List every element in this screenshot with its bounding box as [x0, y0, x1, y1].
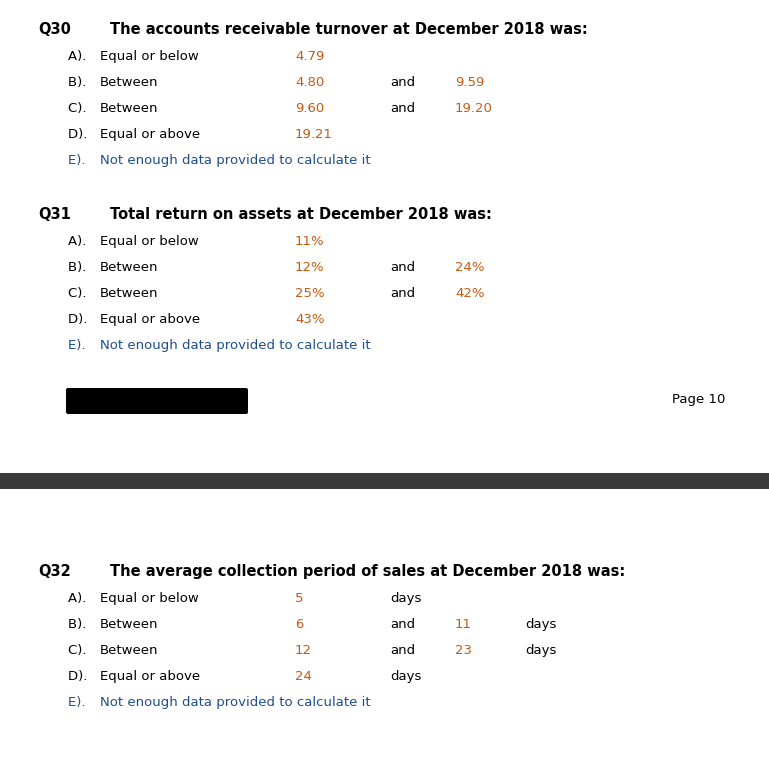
Text: A).: A).: [68, 50, 91, 63]
Text: C).: C).: [68, 102, 91, 115]
Text: B).: B).: [68, 261, 91, 274]
Text: Q30: Q30: [38, 22, 71, 37]
Text: 25%: 25%: [295, 287, 325, 300]
Text: 9.59: 9.59: [455, 76, 484, 89]
Text: Between: Between: [100, 618, 158, 631]
Text: 12: 12: [295, 644, 312, 657]
Text: days: days: [525, 644, 557, 657]
Text: Equal or above: Equal or above: [100, 670, 200, 683]
Text: 6: 6: [295, 618, 304, 631]
Text: 4.79: 4.79: [295, 50, 325, 63]
Text: 19.21: 19.21: [295, 128, 333, 141]
Text: D).: D).: [68, 128, 92, 141]
Text: Not enough data provided to calculate it: Not enough data provided to calculate it: [100, 696, 371, 709]
Text: D).: D).: [68, 670, 92, 683]
Text: 24%: 24%: [455, 261, 484, 274]
Text: Q31: Q31: [38, 207, 71, 222]
Text: Equal or above: Equal or above: [100, 313, 200, 326]
Text: E).: E).: [68, 696, 90, 709]
Text: A).: A).: [68, 592, 91, 605]
Text: 12%: 12%: [295, 261, 325, 274]
FancyBboxPatch shape: [66, 388, 248, 414]
Text: E).: E).: [68, 339, 90, 352]
Text: The accounts receivable turnover at December 2018 was:: The accounts receivable turnover at Dece…: [110, 22, 588, 37]
Text: 11: 11: [455, 618, 472, 631]
Text: 43%: 43%: [295, 313, 325, 326]
Text: Between: Between: [100, 644, 158, 657]
Text: Equal or below: Equal or below: [100, 50, 198, 63]
Text: and: and: [390, 287, 415, 300]
Text: The average collection period of sales at December 2018 was:: The average collection period of sales a…: [110, 564, 625, 579]
Text: Between: Between: [100, 287, 158, 300]
Text: and: and: [390, 76, 415, 89]
Text: 42%: 42%: [455, 287, 484, 300]
Text: 9.60: 9.60: [295, 102, 325, 115]
Text: days: days: [390, 670, 421, 683]
Text: Equal or below: Equal or below: [100, 592, 198, 605]
Text: Equal or below: Equal or below: [100, 235, 198, 248]
Text: C).: C).: [68, 644, 91, 657]
Text: Between: Between: [100, 76, 158, 89]
Text: Page 10: Page 10: [671, 393, 725, 406]
Text: Equal or above: Equal or above: [100, 128, 200, 141]
Text: 4.80: 4.80: [295, 76, 325, 89]
Text: A).: A).: [68, 235, 91, 248]
Text: Q32: Q32: [38, 564, 71, 579]
Text: B).: B).: [68, 618, 91, 631]
Text: 23: 23: [455, 644, 472, 657]
Text: 19.20: 19.20: [455, 102, 493, 115]
Text: and: and: [390, 644, 415, 657]
Text: Not enough data provided to calculate it: Not enough data provided to calculate it: [100, 339, 371, 352]
Text: B).: B).: [68, 76, 91, 89]
Text: days: days: [390, 592, 421, 605]
Text: Between: Between: [100, 261, 158, 274]
Text: 5: 5: [295, 592, 304, 605]
Text: and: and: [390, 102, 415, 115]
Text: days: days: [525, 618, 557, 631]
Text: and: and: [390, 618, 415, 631]
Text: D).: D).: [68, 313, 92, 326]
Text: and: and: [390, 261, 415, 274]
Text: Total return on assets at December 2018 was:: Total return on assets at December 2018 …: [110, 207, 492, 222]
Text: 24: 24: [295, 670, 312, 683]
Text: Not enough data provided to calculate it: Not enough data provided to calculate it: [100, 154, 371, 167]
Text: C).: C).: [68, 287, 91, 300]
Text: E).: E).: [68, 154, 90, 167]
Text: 11%: 11%: [295, 235, 325, 248]
Bar: [0, 473, 769, 489]
Text: Between: Between: [100, 102, 158, 115]
